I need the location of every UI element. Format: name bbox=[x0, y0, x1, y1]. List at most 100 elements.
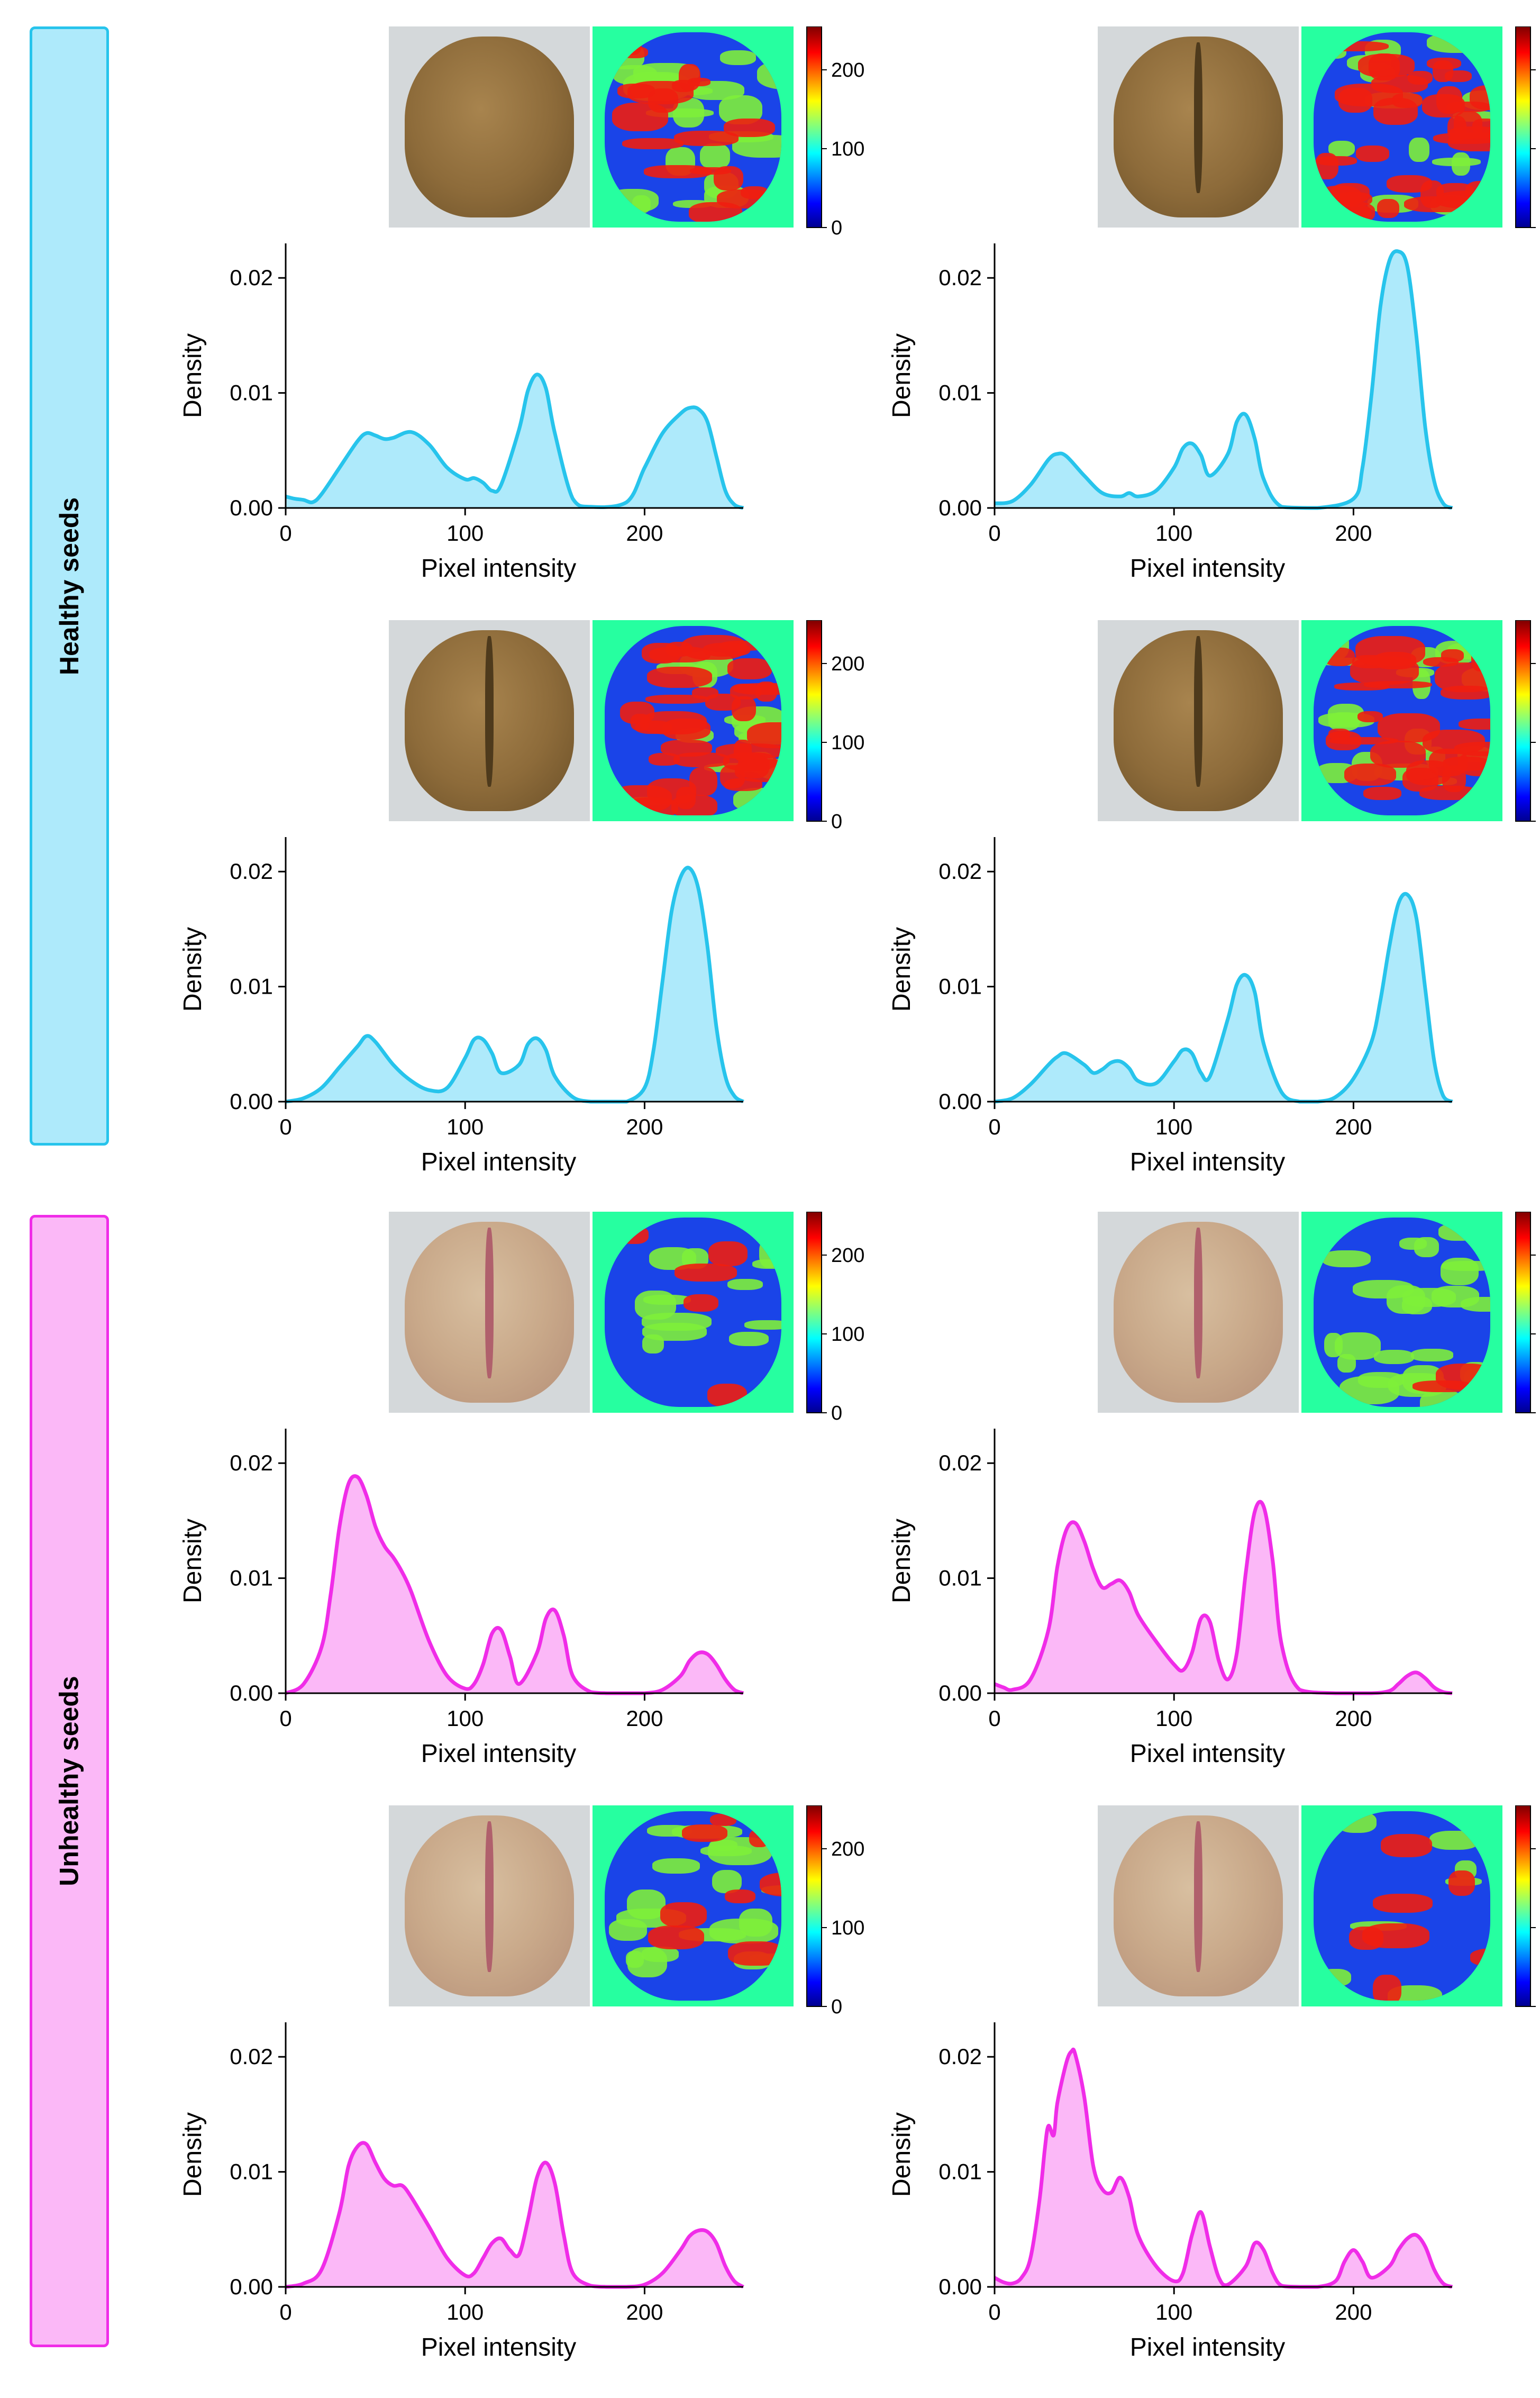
colorbar-tick-label: 100 bbox=[831, 1917, 864, 1939]
y-tick-label: 0.00 bbox=[230, 1681, 273, 1705]
x-tick-label: 100 bbox=[446, 1114, 484, 1139]
x-axis-label: Pixel intensity bbox=[1130, 1740, 1285, 1768]
colorbar-tick-label: 0 bbox=[831, 811, 842, 833]
y-axis-label: Density bbox=[179, 1519, 207, 1603]
healthy-group-label-wrap: Healthy seeds bbox=[30, 26, 109, 1146]
colorbar bbox=[807, 1212, 822, 1413]
x-tick-label: 0 bbox=[988, 1114, 1000, 1139]
x-tick-label: 0 bbox=[279, 521, 291, 546]
y-tick-label: 0.02 bbox=[230, 1450, 273, 1475]
density-chart: 0 100 200 0.00 0.01 0.02 0 100 200 Pixel intensit… bbox=[169, 620, 889, 1213]
x-tick-label: 0 bbox=[279, 1114, 291, 1139]
x-axis-label: Pixel intensity bbox=[1130, 555, 1285, 583]
x-tick-label: 200 bbox=[1335, 521, 1372, 546]
colorbar-tick-label: 0 bbox=[831, 1996, 842, 2018]
y-tick-label: 0.02 bbox=[938, 859, 982, 884]
density-area bbox=[286, 2143, 743, 2287]
x-tick-label: 200 bbox=[626, 2300, 663, 2324]
x-tick-label: 0 bbox=[988, 521, 1000, 546]
y-axis-label: Density bbox=[888, 333, 916, 418]
y-tick-label: 0.02 bbox=[938, 1450, 982, 1475]
x-axis-label: Pixel intensity bbox=[1130, 1148, 1285, 1176]
x-axis-label: Pixel intensity bbox=[1130, 2333, 1285, 2361]
x-tick-label: 0 bbox=[988, 1706, 1000, 1731]
density-area bbox=[995, 2049, 1452, 2287]
unhealthy-group-label-wrap: Unhealthy seeds bbox=[30, 1215, 109, 2347]
x-tick-label: 100 bbox=[1155, 1114, 1192, 1139]
y-axis-label: Density bbox=[888, 1519, 916, 1603]
x-tick-label: 0 bbox=[279, 2300, 291, 2324]
y-axis-label: Density bbox=[179, 333, 207, 418]
unhealthy-group-label: Unhealthy seeds bbox=[54, 1676, 85, 1886]
y-tick-label: 0.01 bbox=[230, 380, 273, 405]
x-axis-label: Pixel intensity bbox=[421, 555, 576, 583]
x-tick-label: 100 bbox=[1155, 521, 1192, 546]
x-tick-label: 200 bbox=[1335, 2300, 1372, 2324]
y-tick-label: 0.00 bbox=[938, 1089, 982, 1114]
colorbar-tick-label: 0 bbox=[831, 1402, 842, 1424]
colorbar-tick-label: 200 bbox=[831, 59, 864, 81]
y-tick-label: 0.01 bbox=[230, 974, 273, 999]
x-tick-label: 100 bbox=[1155, 1706, 1192, 1731]
y-tick-label: 0.01 bbox=[938, 380, 982, 405]
x-tick-label: 100 bbox=[446, 521, 484, 546]
colorbar bbox=[807, 620, 822, 821]
x-axis-label: Pixel intensity bbox=[421, 2333, 576, 2361]
y-tick-label: 0.00 bbox=[230, 2274, 273, 2299]
x-axis-label: Pixel intensity bbox=[421, 1148, 576, 1176]
colorbar bbox=[1516, 620, 1530, 821]
colorbar bbox=[807, 26, 822, 228]
y-tick-label: 0.02 bbox=[938, 265, 982, 290]
y-axis-label: Density bbox=[179, 2112, 207, 2197]
y-tick-label: 0.02 bbox=[230, 859, 273, 884]
healthy-group-label: Healthy seeds bbox=[54, 497, 85, 675]
colorbar-tick-label: 200 bbox=[831, 653, 864, 675]
colorbar-tick-label: 100 bbox=[831, 1323, 864, 1346]
seed-panel: 0 100 200 0.00 0.01 0.02 0 100 200 Pixel intensit… bbox=[169, 620, 889, 1213]
y-tick-label: 0.00 bbox=[938, 2274, 982, 2299]
y-tick-label: 0.01 bbox=[938, 974, 982, 999]
x-tick-label: 200 bbox=[626, 521, 663, 546]
y-tick-label: 0.02 bbox=[230, 2044, 273, 2069]
y-axis-label: Density bbox=[179, 927, 207, 1012]
y-tick-label: 0.00 bbox=[230, 495, 273, 520]
x-tick-label: 100 bbox=[446, 1706, 484, 1731]
colorbar-tick-label: 100 bbox=[831, 732, 864, 754]
y-tick-label: 0.00 bbox=[230, 1089, 273, 1114]
density-area bbox=[995, 1502, 1452, 1693]
x-tick-label: 200 bbox=[626, 1706, 663, 1731]
colorbar bbox=[1516, 1212, 1530, 1413]
colorbar-tick-label: 0 bbox=[831, 217, 842, 239]
colorbar-tick-label: 100 bbox=[831, 138, 864, 160]
x-tick-label: 100 bbox=[1155, 2300, 1192, 2324]
y-tick-label: 0.01 bbox=[230, 2159, 273, 2184]
x-tick-label: 200 bbox=[626, 1114, 663, 1139]
density-area bbox=[286, 1476, 743, 1693]
x-tick-label: 200 bbox=[1335, 1114, 1372, 1139]
x-tick-label: 0 bbox=[279, 1706, 291, 1731]
y-axis-label: Density bbox=[888, 927, 916, 1012]
y-tick-label: 0.02 bbox=[938, 2044, 982, 2069]
y-tick-label: 0.01 bbox=[938, 2159, 982, 2184]
y-axis-label: Density bbox=[888, 2112, 916, 2197]
x-tick-label: 100 bbox=[446, 2300, 484, 2324]
x-tick-label: 0 bbox=[988, 2300, 1000, 2324]
y-tick-label: 0.00 bbox=[938, 1681, 982, 1705]
y-tick-label: 0.01 bbox=[230, 1566, 273, 1591]
colorbar bbox=[1516, 1805, 1530, 2006]
colorbar-tick-label: 200 bbox=[831, 1245, 864, 1267]
